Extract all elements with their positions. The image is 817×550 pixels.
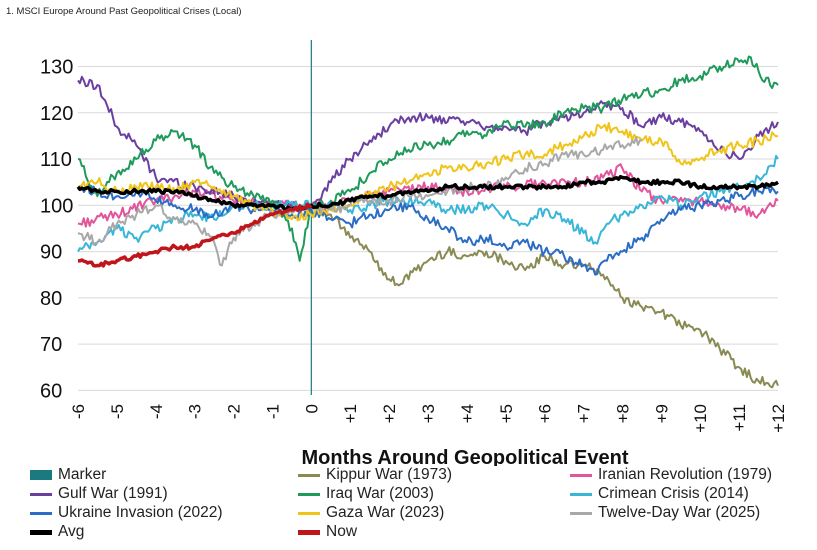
line-chart: 60 70 80 90 100 110 120 130 -6 -5 -4 -3 -2 -1 0 +1 +2 +3…: [40, 40, 788, 466]
y-tick-label: 70: [40, 334, 62, 356]
legend-label: Marker: [58, 466, 107, 483]
series-line: [78, 163, 779, 228]
x-tick-label: 0: [302, 404, 321, 413]
series-line: [77, 202, 313, 268]
legend-item: Gulf War (1991): [30, 485, 168, 503]
series-lines: [76, 55, 779, 389]
legend-label: Now: [326, 523, 358, 540]
y-tick-label: 80: [40, 288, 62, 310]
series-line: [311, 204, 779, 389]
x-tick-label: -5: [108, 404, 127, 419]
series-line: [77, 136, 643, 267]
x-tick-label: +10: [691, 404, 710, 433]
x-tick-label: +5: [497, 404, 516, 423]
legend-item: Ukraine Invasion (2022): [30, 504, 223, 522]
legend-item: Crimean Crisis (2014): [570, 485, 749, 503]
legend-swatch: [298, 511, 320, 515]
legend-swatch: [570, 473, 592, 477]
x-tick-label: -6: [69, 404, 88, 419]
x-tick-label: +3: [419, 404, 438, 423]
x-tick-label: +9: [652, 404, 671, 423]
legend-label: Avg: [58, 523, 85, 540]
x-tick-label: +11: [730, 404, 749, 432]
legend-label: Twelve-Day War (2025): [598, 504, 761, 521]
x-tick-label: +6: [536, 404, 555, 423]
legend-swatch: [570, 492, 592, 496]
legend-item: Gaza War (2023): [298, 504, 444, 522]
x-tick-label: -4: [147, 404, 166, 419]
legend-item: Iraq War (2003): [298, 485, 434, 503]
legend-swatch: [30, 529, 52, 535]
y-tick-label: 120: [40, 103, 73, 125]
x-tick-label: +4: [458, 404, 477, 423]
x-axis-label: Months Around Geopolitical Event: [301, 447, 628, 466]
y-tick-label: 110: [40, 149, 72, 171]
y-tick-label: 130: [40, 57, 73, 79]
y-tick-label: 60: [40, 380, 62, 402]
series-line: [77, 183, 779, 276]
legend-item: Twelve-Day War (2025): [570, 504, 760, 522]
legend-swatch: [298, 492, 320, 496]
legend-swatch: [570, 511, 592, 515]
legend-label: Crimean Crisis (2014): [598, 485, 749, 502]
legend-label: Iraq War (2003): [326, 485, 434, 502]
legend-item: Now: [298, 523, 357, 541]
series-line: [77, 154, 779, 253]
legend-item: Kippur War (1973): [298, 466, 452, 484]
x-tick-label: -3: [186, 404, 205, 419]
legend-label: Iranian Revolution (1979): [598, 466, 773, 483]
x-tick-label: +2: [380, 404, 399, 423]
x-tick-label: -1: [263, 404, 282, 419]
legend-swatch: [30, 470, 52, 480]
x-tick-label: +8: [613, 404, 632, 423]
legend-label: Kippur War (1973): [326, 466, 453, 483]
legend-swatch: [298, 473, 320, 477]
legend-label: Gulf War (1991): [58, 485, 168, 502]
y-tick-label: 100: [40, 195, 73, 217]
x-tick-label: +1: [341, 404, 360, 423]
x-tick-label: +12: [769, 404, 788, 433]
series-line: [77, 122, 779, 222]
legend-item: Marker: [30, 466, 106, 484]
y-axis-ticks: 60 70 80 90 100 110 120 130: [40, 57, 73, 403]
series-line: [76, 174, 779, 212]
legend-swatch: [30, 511, 52, 515]
series-line: [77, 55, 779, 262]
x-axis-ticks: -6 -5 -4 -3 -2 -1 0 +1 +2 +3 +4 +5 +6 +7 +8 +9 +10 +11 +12: [69, 404, 788, 433]
x-tick-label: +7: [575, 404, 594, 423]
grid-lines: [78, 40, 778, 395]
legend-item: Avg: [30, 523, 84, 541]
series-line: [77, 75, 779, 211]
y-tick-label: 90: [40, 242, 62, 264]
legend-swatch: [298, 529, 320, 535]
x-tick-label: -2: [225, 404, 244, 419]
chart-title: 1. MSCI Europe Around Past Geopolitical …: [6, 6, 242, 17]
legend-swatch: [30, 492, 52, 496]
legend-item: Iranian Revolution (1979): [570, 466, 772, 484]
legend-label: Ukraine Invasion (2022): [58, 504, 223, 521]
legend-label: Gaza War (2023): [326, 504, 445, 521]
